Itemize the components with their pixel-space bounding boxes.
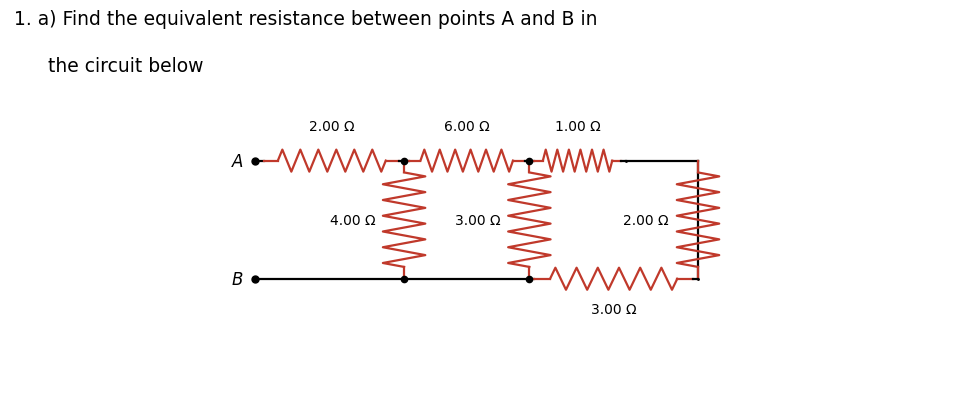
Text: A: A xyxy=(231,152,243,170)
Text: 6.00 Ω: 6.00 Ω xyxy=(444,120,490,134)
Text: 4.00 Ω: 4.00 Ω xyxy=(330,213,375,227)
Text: 3.00 Ω: 3.00 Ω xyxy=(591,303,637,316)
Text: B: B xyxy=(231,270,243,288)
Text: 1.00 Ω: 1.00 Ω xyxy=(555,120,601,134)
Text: 2.00 Ω: 2.00 Ω xyxy=(309,120,355,134)
Text: 2.00 Ω: 2.00 Ω xyxy=(623,213,669,227)
Text: the circuit below: the circuit below xyxy=(48,57,203,76)
Text: 1. a) Find the equivalent resistance between points A and B in: 1. a) Find the equivalent resistance bet… xyxy=(14,10,598,29)
Text: 3.00 Ω: 3.00 Ω xyxy=(455,213,501,227)
